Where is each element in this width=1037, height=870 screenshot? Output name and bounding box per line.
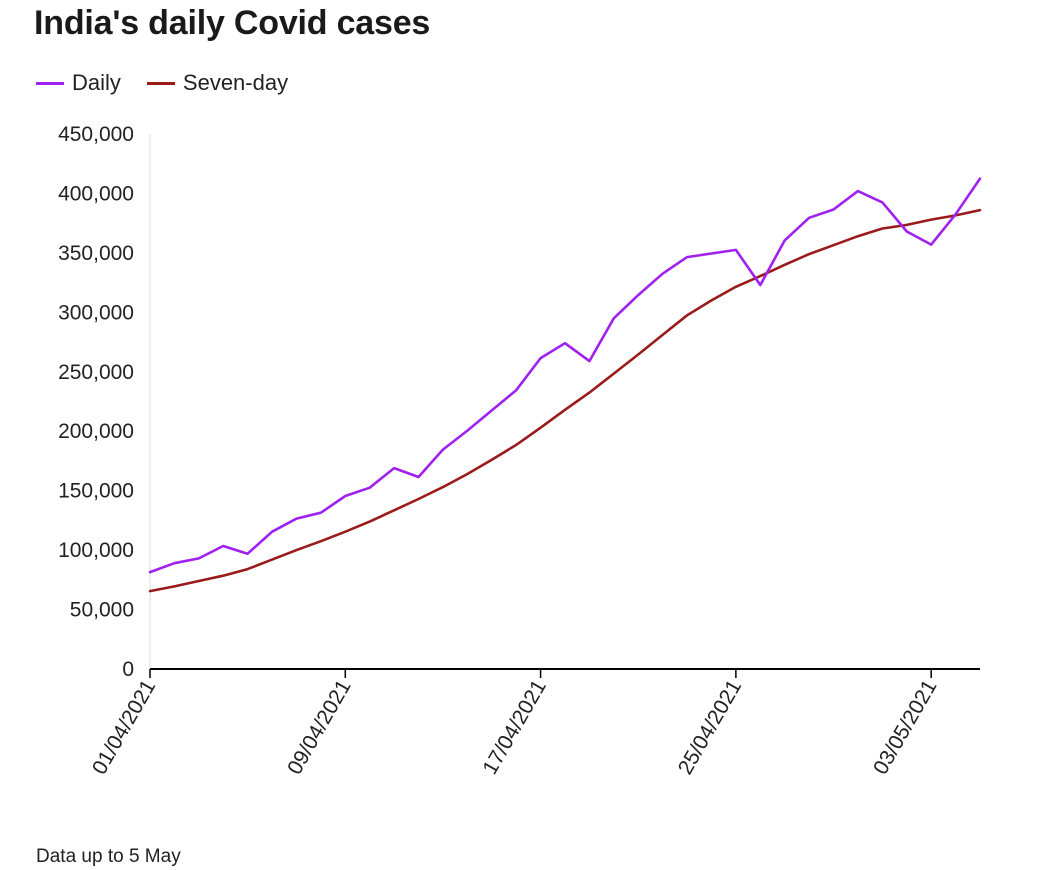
y-tick-label: 50,000	[70, 599, 134, 622]
y-tick-label: 400,000	[58, 182, 134, 205]
x-tick-label: 01/04/2021	[88, 676, 160, 779]
series-line-daily	[148, 177, 982, 574]
x-tick-label: 03/05/2021	[869, 676, 941, 779]
x-tick-label: 25/04/2021	[674, 676, 746, 779]
x-tick-label: 17/04/2021	[478, 676, 550, 779]
legend-label-daily: Daily	[72, 70, 121, 95]
y-tick-label: 150,000	[58, 480, 134, 503]
chart-legend: Daily Seven-day	[36, 70, 314, 96]
y-tick-label: 450,000	[58, 123, 134, 146]
legend-label-seven-day: Seven-day	[182, 70, 289, 95]
legend-item-seven-day: Seven-day	[146, 70, 289, 96]
y-tick-label: 350,000	[58, 242, 134, 265]
y-tick-label: 250,000	[58, 361, 134, 384]
footnote: Data up to 5 May	[36, 846, 181, 867]
legend-item-daily: Daily	[36, 70, 121, 96]
series-line-seven-day	[148, 208, 982, 593]
y-tick-label: 0	[122, 658, 134, 681]
chart-title: India's daily Covid cases	[34, 4, 431, 42]
y-tick-label: 100,000	[58, 539, 134, 562]
y-tick-label: 200,000	[58, 420, 134, 443]
y-tick-label: 300,000	[58, 301, 134, 324]
legend-swatch-seven-day	[146, 81, 175, 85]
legend-swatch-daily	[36, 81, 64, 85]
line-chart: 0 50,000 100,000 150,000 200,000 250,000 300,0…	[58, 123, 982, 779]
x-tick-label: 09/04/2021	[283, 676, 355, 779]
